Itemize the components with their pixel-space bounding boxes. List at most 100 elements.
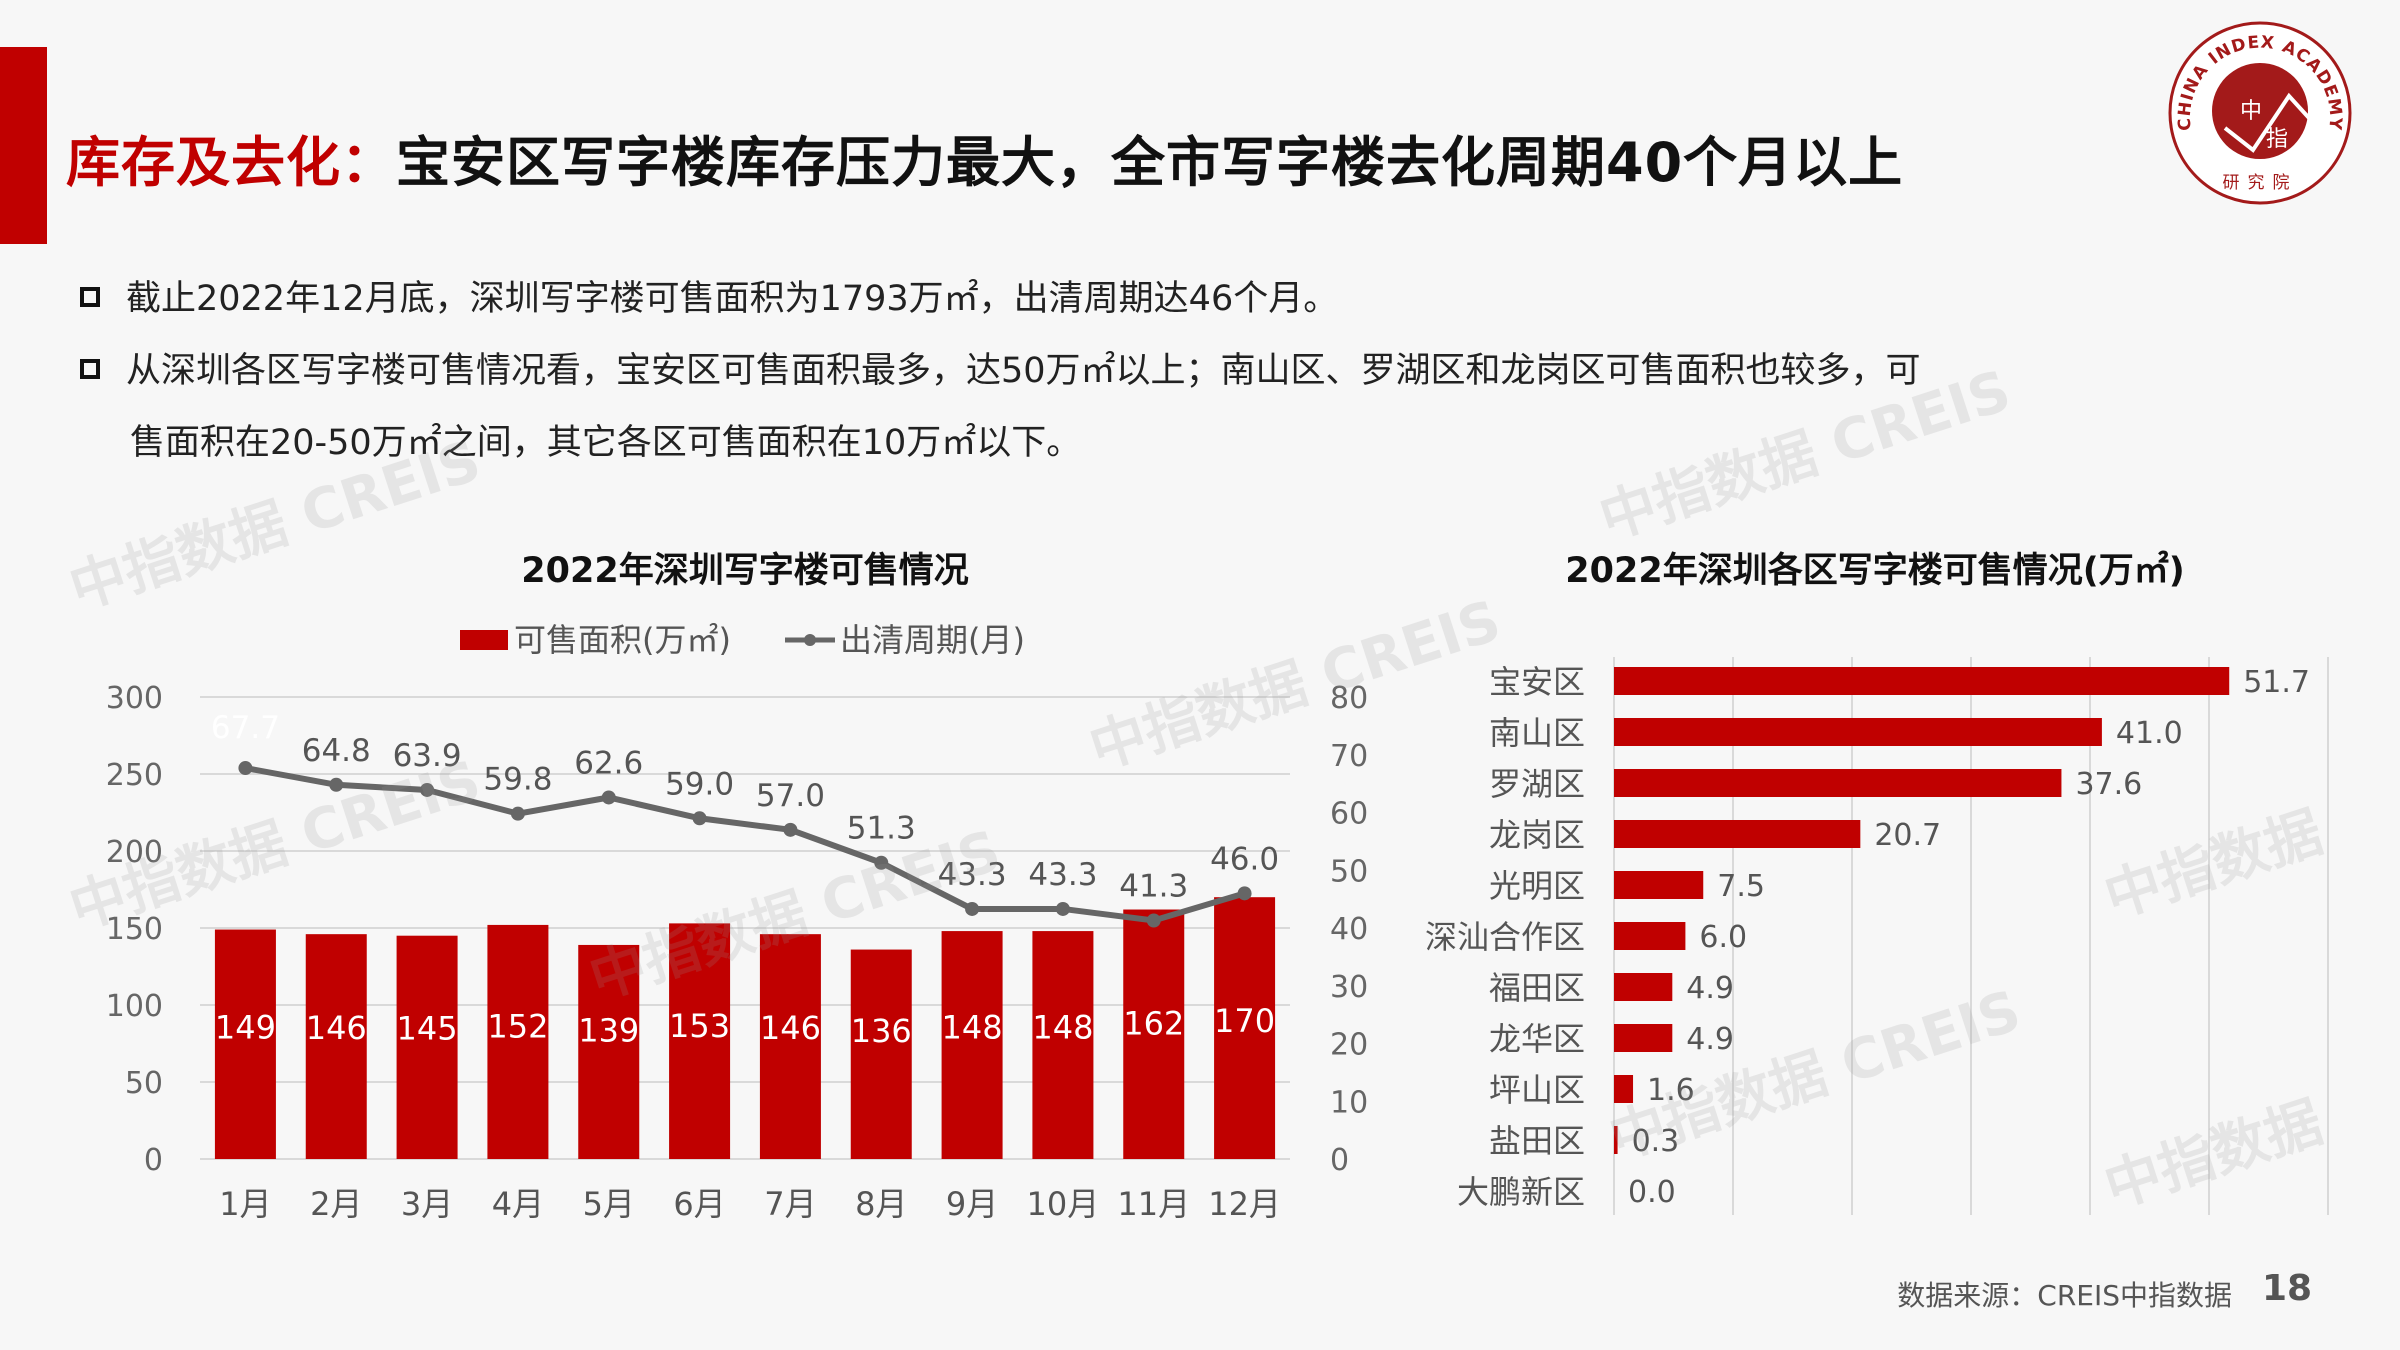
y-left-tick: 200: [106, 835, 163, 870]
bar-南山区: [1614, 718, 2102, 746]
line-value-label: 63.9: [393, 738, 462, 774]
x-tick-label: 7月: [764, 1185, 816, 1223]
line-point-4月: [510, 806, 525, 821]
page-number: 18: [2262, 1268, 2313, 1309]
bar-5月: [578, 944, 640, 1159]
bar-12月: [1214, 897, 1276, 1159]
line-value-label: 67.7: [211, 710, 280, 746]
line-value-label: 57.0: [756, 778, 825, 814]
bar-value-label: 148: [1032, 1009, 1093, 1047]
legend-bar-swatch: [460, 630, 508, 650]
bar-value-label: 148: [942, 1009, 1003, 1047]
legend-bar-label: 可售面积(万㎡): [514, 621, 731, 659]
bar-福田区: [1614, 973, 1673, 1001]
line-point-8月: [874, 855, 889, 870]
bar-8月: [850, 949, 912, 1159]
logo-char-1: 中: [2240, 99, 2262, 124]
y-left-tick: 50: [125, 1066, 163, 1101]
line-point-6月: [692, 811, 707, 826]
chart-title: 2022年深圳各区写字楼可售情况(万㎡): [1565, 550, 2184, 591]
line-point-12月: [1237, 886, 1252, 901]
bar-value-label: 139: [578, 1011, 639, 1049]
bar-value-label: 136: [851, 1012, 912, 1050]
bar-1月: [214, 929, 276, 1159]
category-label: 龙华区: [1489, 1020, 1585, 1058]
line-point-3月: [420, 782, 435, 797]
x-tick-label: 5月: [583, 1185, 635, 1223]
x-tick-label: 11月: [1117, 1185, 1190, 1223]
bar-3月: [396, 935, 458, 1159]
line-point-11月: [1146, 913, 1161, 928]
bar-盐田区: [1614, 1126, 1618, 1154]
line-point-10月: [1055, 901, 1070, 916]
line-value-label: 41.3: [1119, 868, 1188, 904]
line-value-label: 59.8: [483, 762, 552, 798]
bar-value-label: 37.6: [2075, 767, 2142, 802]
bar-6月: [669, 923, 731, 1159]
bullet-text: 截止2022年12月底，深圳写字楼可售面积为1793万㎡，出清周期达46个月。: [126, 279, 1339, 319]
bar-value-label: 1.6: [1647, 1073, 1695, 1108]
data-source: 数据来源：CREIS中指数据: [1897, 1279, 2232, 1312]
y-left-tick: 300: [106, 681, 163, 716]
district-inventory-chart: 2022年深圳各区写字楼可售情况(万㎡) 宝安区 51.7 南山区 41.0 罗湖区 37.…: [1425, 550, 2329, 1215]
y-right-tick: 50: [1330, 854, 1368, 889]
x-tick-label: 3月: [401, 1185, 453, 1223]
title-prefix: 库存及去化：: [66, 131, 396, 194]
y-left-tick: 0: [144, 1143, 163, 1178]
category-label: 宝安区: [1489, 663, 1585, 701]
bar-value-label: 0.0: [1628, 1175, 1676, 1210]
category-label: 光明区: [1489, 867, 1585, 905]
bar-value-label: 51.7: [2243, 665, 2310, 700]
bar-value-label: 153: [669, 1007, 730, 1045]
category-label: 龙岗区: [1489, 816, 1585, 854]
logo-char-2: 指: [2266, 127, 2288, 152]
line-value-label: 62.6: [574, 745, 643, 781]
category-label: 盐田区: [1489, 1122, 1585, 1160]
bar-2月: [305, 934, 367, 1159]
line-series-clearance: [244, 765, 1246, 924]
bar-value-label: 145: [397, 1010, 458, 1048]
bar-龙华区: [1614, 1024, 1673, 1052]
x-tick-label: 6月: [673, 1185, 725, 1223]
bar-龙岗区: [1614, 820, 1861, 848]
y-left-tick: 100: [106, 989, 163, 1024]
title-main: 宝安区写字楼库存压力最大，全市写字楼去化周期40个月以上: [396, 131, 1904, 194]
y-right-tick: 20: [1330, 1028, 1368, 1063]
bar-value-label: 146: [306, 1009, 367, 1047]
y-right-tick: 40: [1330, 912, 1368, 947]
bar-value-label: 20.7: [1874, 818, 1941, 853]
category-label: 罗湖区: [1489, 765, 1585, 803]
bar-value-label: 146: [760, 1009, 821, 1047]
square-bullet-icon: [80, 287, 100, 307]
bullet-item: 从深圳各区写字楼可售情况看，宝安区可售面积最多，达50万㎡以上；南山区、罗湖区和…: [80, 342, 1921, 393]
x-tick-label: 9月: [946, 1185, 998, 1223]
logo-bottom-text: 研究院: [2223, 173, 2298, 193]
bar-value-label: 4.9: [1686, 1022, 1734, 1057]
bar-value-label: 170: [1214, 1002, 1275, 1040]
line-value-label: 51.3: [847, 811, 916, 847]
category-label: 深汕合作区: [1425, 918, 1585, 956]
bar-value-label: 7.5: [1717, 869, 1765, 904]
bar-11月: [1123, 909, 1185, 1159]
legend-line-marker: [804, 634, 816, 646]
bar-value-label: 162: [1123, 1004, 1184, 1042]
y-left-tick: 150: [106, 912, 163, 947]
x-tick-label: 8月: [855, 1185, 907, 1223]
x-tick-label: 10月: [1027, 1185, 1100, 1223]
bar-value-label: 149: [215, 1008, 276, 1046]
china-index-academy-logo: CHINA INDEX ACADEMY 中 指 研究院: [2168, 21, 2352, 205]
line-point-1月: [238, 761, 253, 776]
y-right-tick: 30: [1330, 970, 1368, 1005]
category-label: 大鹏新区: [1457, 1173, 1585, 1211]
category-label: 坪山区: [1489, 1071, 1585, 1109]
x-tick-label: 1月: [219, 1185, 271, 1223]
category-label: 南山区: [1489, 714, 1585, 752]
bullet-continuation: 售面积在20-50万㎡之间，其它各区可售面积在10万㎡以下。: [130, 423, 1082, 463]
category-label: 福田区: [1489, 969, 1585, 1007]
bar-value-label: 0.3: [1632, 1124, 1680, 1159]
y-left-tick: 250: [106, 758, 163, 793]
bar-10月: [1032, 931, 1094, 1159]
legend-line-label: 出清周期(月): [840, 621, 1025, 659]
bar-7月: [759, 934, 821, 1159]
